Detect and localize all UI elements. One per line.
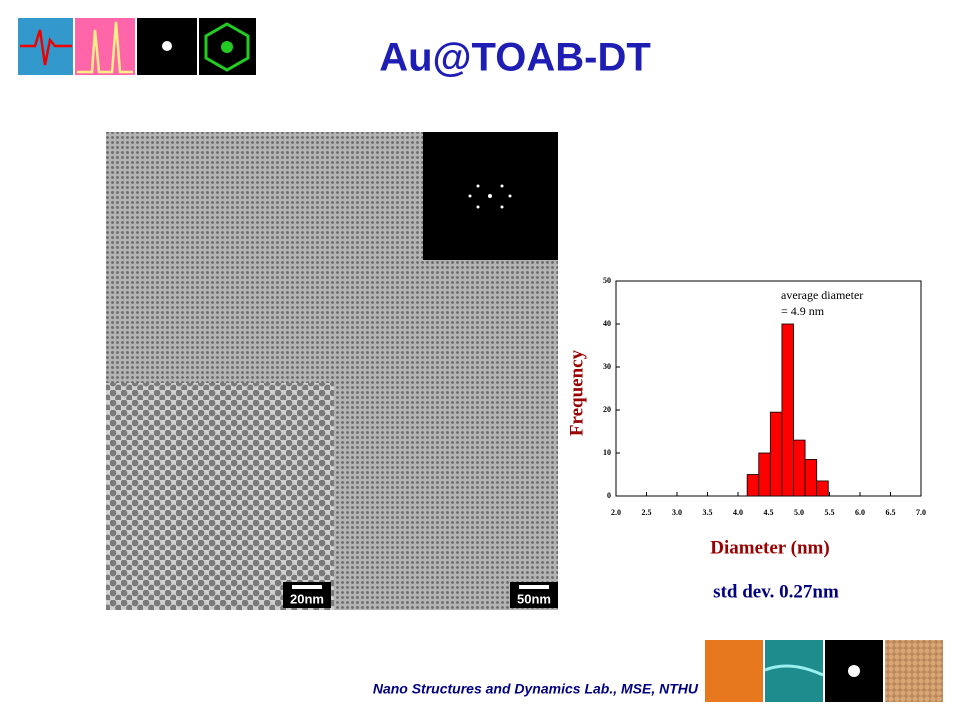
x-tick-label: 2.5 bbox=[642, 508, 652, 517]
x-tick-label: 3.0 bbox=[672, 508, 682, 517]
tem-image bbox=[106, 132, 558, 610]
logo-icons bbox=[18, 18, 256, 75]
y-tick-label: 40 bbox=[603, 319, 611, 328]
bar bbox=[758, 452, 771, 497]
footer: Nano Structures and Dynamics Lab., MSE, … bbox=[373, 681, 699, 697]
x-tick-label: 5.0 bbox=[794, 508, 804, 517]
x-tick-label: 3.5 bbox=[703, 508, 713, 517]
x-tick-label: 2.0 bbox=[611, 508, 621, 517]
y-tick-label: 30 bbox=[603, 362, 611, 371]
annotation: average diameter bbox=[781, 288, 863, 302]
x-tick-label: 4.0 bbox=[733, 508, 743, 517]
slide-title: Au@TOAB-DT bbox=[379, 36, 651, 80]
x-tick-label: 7.0 bbox=[916, 508, 926, 517]
bar bbox=[781, 323, 794, 497]
y-tick-label: 10 bbox=[603, 448, 611, 457]
y-tick-label: 50 bbox=[603, 276, 611, 285]
bar bbox=[746, 474, 760, 497]
y-tick-label: 20 bbox=[603, 405, 611, 414]
bar bbox=[793, 439, 806, 497]
bar bbox=[769, 411, 783, 497]
y-axis-label: Frequency bbox=[566, 349, 587, 436]
x-tick-label: 6.5 bbox=[886, 508, 896, 517]
x-tick-label: 6.0 bbox=[855, 508, 865, 517]
std-dev-note: std dev. 0.27nm bbox=[713, 581, 839, 602]
x-tick-label: 5.5 bbox=[825, 508, 835, 517]
annotation: = 4.9 nm bbox=[781, 304, 825, 318]
scale-label: 50nm bbox=[517, 591, 551, 606]
x-axis-label: Diameter (nm) bbox=[710, 537, 829, 558]
bar bbox=[804, 459, 818, 497]
scale-label: 20nm bbox=[290, 591, 324, 606]
x-tick-label: 4.5 bbox=[764, 508, 774, 517]
bar bbox=[816, 480, 829, 497]
thumbnails bbox=[705, 640, 943, 702]
y-tick-label: 0 bbox=[607, 491, 611, 500]
